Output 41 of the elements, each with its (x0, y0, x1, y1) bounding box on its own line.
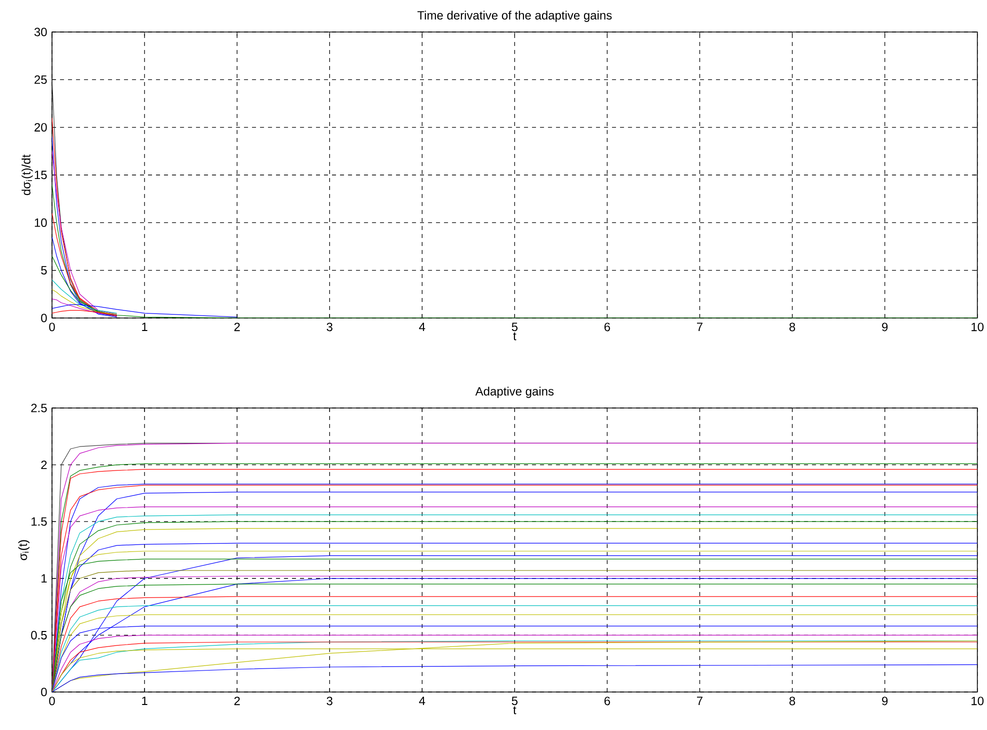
x-tick-label: 7 (697, 696, 702, 705)
y-tick-label: 15 (34, 170, 47, 180)
y-tick-label: 2.5 (31, 404, 47, 412)
y-tick-label: 0 (41, 314, 47, 322)
x-tick-label: 0 (49, 322, 55, 332)
x-tick-label: 4 (419, 322, 426, 331)
chart-title: Adaptive gains (475, 386, 554, 398)
x-tick-label: 5 (512, 322, 518, 332)
y-axis-title: σ$_{i}$(t) (18, 540, 30, 560)
x-tick-label: 1 (142, 322, 148, 331)
y-tick-label: 0 (41, 688, 47, 696)
x-tick-label: 1 (142, 696, 148, 705)
y-axis-title: dσ$_{i}$(t)/dt (22, 154, 33, 196)
x-tick-label: 5 (512, 696, 518, 706)
x-tick-label: 7 (697, 322, 702, 331)
x-tick-label: 4 (419, 696, 426, 705)
x-tick-label: 3 (326, 696, 332, 706)
x-tick-label: 0 (49, 696, 55, 706)
x-tick-label: 2 (234, 322, 240, 332)
y-tick-label: 1.5 (32, 517, 47, 526)
x-tick-label: 9 (882, 322, 888, 332)
x-tick-label: 2 (234, 696, 240, 706)
y-tick-label: 30 (34, 28, 47, 36)
x-tick-label: 8 (789, 696, 796, 706)
x-axis-title: t (513, 706, 516, 714)
x-tick-label: 9 (882, 696, 888, 706)
chart-title: Time derivative of the adaptive gains (417, 10, 612, 22)
y-tick-label: 20 (34, 123, 47, 132)
x-tick-label: 10 (972, 696, 984, 706)
y-tick-label: 0.5 (31, 630, 47, 640)
y-tick-label: 5 (41, 266, 47, 275)
y-tick-label: 1 (42, 574, 47, 583)
y-tick-label: 25 (34, 75, 47, 84)
x-tick-label: 10 (972, 322, 984, 332)
y-tick-label: 2 (41, 460, 47, 469)
x-tick-label: 8 (789, 322, 796, 332)
y-tick-label: 10 (34, 218, 47, 227)
x-tick-label: 3 (326, 322, 332, 332)
x-tick-label: 6 (604, 696, 610, 706)
x-axis-title: t (513, 332, 516, 340)
x-tick-label: 6 (604, 322, 610, 332)
